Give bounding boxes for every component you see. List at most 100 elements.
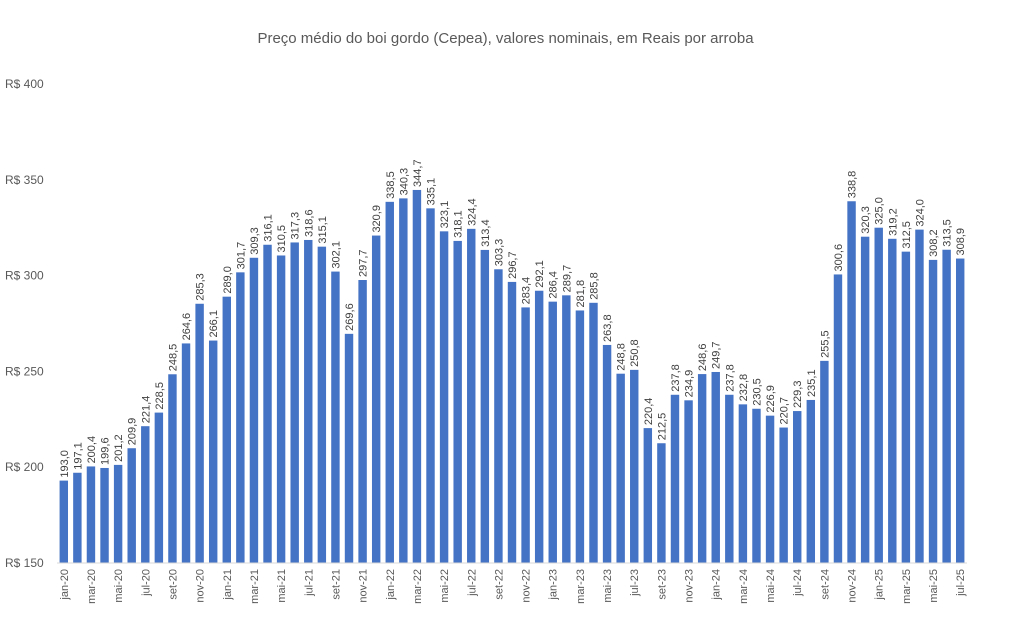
data-label: 200,4 xyxy=(86,436,98,464)
bar xyxy=(358,280,367,563)
x-tick-label: mai-20 xyxy=(113,569,125,603)
bar xyxy=(521,307,530,563)
bar xyxy=(331,271,340,563)
x-tick-label: jul-23 xyxy=(629,569,641,597)
x-tick-label: mai-24 xyxy=(765,569,777,603)
bar xyxy=(928,259,938,563)
x-tick-label: nov-20 xyxy=(195,569,207,603)
data-label: 289,0 xyxy=(222,266,234,294)
data-label: 338,5 xyxy=(385,171,397,199)
y-tick-label: R$ 150 xyxy=(5,556,44,570)
bar xyxy=(141,426,150,563)
bar xyxy=(860,236,870,563)
data-label: 318,6 xyxy=(303,209,315,237)
bar xyxy=(643,428,653,563)
bar xyxy=(779,427,788,563)
bar xyxy=(602,344,612,563)
bar xyxy=(399,198,408,563)
bar xyxy=(562,295,571,563)
data-label: 312,5 xyxy=(901,221,913,249)
bar xyxy=(86,466,96,563)
data-label: 285,8 xyxy=(588,272,600,300)
bar xyxy=(752,408,761,563)
bar xyxy=(684,400,693,563)
bar xyxy=(711,371,720,563)
data-label: 263,8 xyxy=(602,314,614,342)
bar xyxy=(630,369,639,563)
x-tick-label: mai-22 xyxy=(439,569,451,603)
y-tick-label: R$ 350 xyxy=(5,173,44,187)
bar xyxy=(73,472,82,563)
data-label: 310,5 xyxy=(276,225,288,253)
data-label: 193,0 xyxy=(59,450,71,478)
bar xyxy=(181,343,191,563)
bar xyxy=(697,374,707,563)
data-label: 325,0 xyxy=(874,197,886,225)
x-tick-label: set-23 xyxy=(656,569,668,600)
data-label: 340,3 xyxy=(398,168,410,196)
data-label: 303,3 xyxy=(493,239,505,267)
x-tick-label: mar-20 xyxy=(86,569,98,604)
bar xyxy=(412,189,422,563)
x-tick-label: mar-23 xyxy=(575,569,587,604)
bar xyxy=(317,246,327,563)
x-tick-label: jan-25 xyxy=(874,569,886,601)
data-label: 313,4 xyxy=(480,219,492,247)
bar xyxy=(725,394,734,563)
data-label: 308,2 xyxy=(928,229,940,257)
data-label: 323,1 xyxy=(439,201,451,229)
bar xyxy=(276,255,286,563)
data-label: 286,4 xyxy=(548,271,560,299)
data-label: 313,5 xyxy=(942,219,954,247)
data-label: 335,1 xyxy=(426,178,438,206)
bar xyxy=(507,281,517,563)
chart-title: Preço médio do boi gordo (Cepea), valore… xyxy=(257,30,754,47)
data-label: 237,8 xyxy=(724,364,736,392)
x-tick-label: mai-21 xyxy=(276,569,288,603)
x-tick-label: jan-21 xyxy=(222,569,234,601)
bar xyxy=(616,373,625,563)
data-label: 228,5 xyxy=(154,382,166,410)
bar xyxy=(901,251,911,563)
data-label: 230,5 xyxy=(751,378,763,406)
data-label: 302,1 xyxy=(330,241,342,269)
data-label: 249,7 xyxy=(711,341,723,369)
bar xyxy=(738,404,748,563)
x-tick-label: set-22 xyxy=(493,569,505,600)
data-label: 338,8 xyxy=(847,171,859,199)
bar xyxy=(344,333,354,563)
bar xyxy=(371,235,381,563)
data-label: 266,1 xyxy=(208,310,220,338)
bar xyxy=(263,244,272,564)
bar xyxy=(208,340,218,563)
bar xyxy=(195,303,204,563)
bar xyxy=(290,242,299,564)
bar xyxy=(847,201,856,563)
bar xyxy=(806,399,816,563)
bar xyxy=(915,229,924,563)
bar xyxy=(575,310,585,563)
data-label: 255,5 xyxy=(819,330,831,358)
data-label: 248,5 xyxy=(167,344,179,372)
y-tick-label: R$ 400 xyxy=(5,77,44,91)
bar xyxy=(154,412,164,563)
bar xyxy=(765,415,775,563)
bar xyxy=(222,296,231,563)
data-label: 317,3 xyxy=(290,212,302,240)
bar xyxy=(127,448,136,563)
y-tick-label: R$ 200 xyxy=(5,460,44,474)
data-label: 201,2 xyxy=(113,434,125,462)
data-label: 248,6 xyxy=(697,344,709,372)
data-label: 320,3 xyxy=(860,206,872,234)
data-label: 324,0 xyxy=(914,199,926,227)
bar xyxy=(168,374,177,563)
data-label: 209,9 xyxy=(127,418,139,446)
data-label: 221,4 xyxy=(140,396,152,424)
data-label: 319,2 xyxy=(887,208,899,236)
x-tick-label: set-20 xyxy=(167,569,179,600)
bar xyxy=(670,394,680,563)
data-label: 316,1 xyxy=(263,214,275,242)
bar xyxy=(467,228,476,563)
y-tick-label: R$ 300 xyxy=(5,269,44,283)
